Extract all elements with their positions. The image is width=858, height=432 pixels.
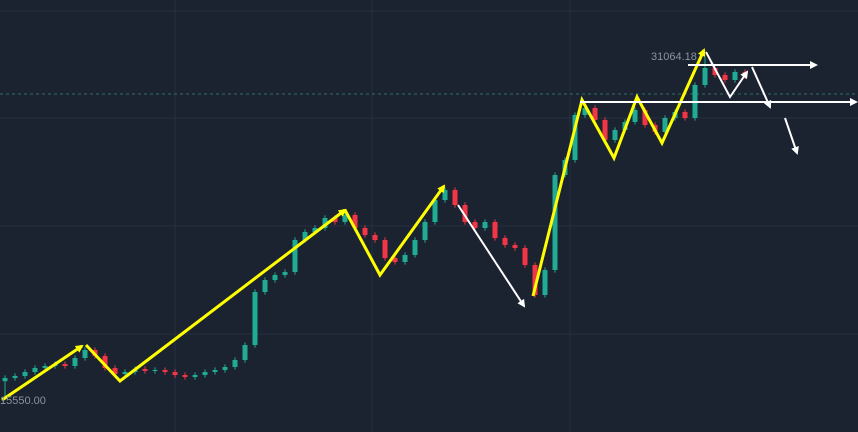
candle-body [552, 174, 558, 271]
candle-body [272, 274, 278, 281]
candle-body [582, 108, 588, 115]
candle-body [612, 130, 618, 140]
trend-arrow [84, 208, 347, 384]
candle-body [572, 114, 578, 161]
candle-body [182, 375, 188, 378]
candle-body [732, 71, 738, 80]
candle-body [682, 112, 688, 118]
trend-arrow [457, 204, 526, 308]
candle-body [512, 244, 518, 249]
candle-body [232, 360, 238, 367]
candle-body [532, 265, 538, 296]
candle-body [472, 222, 478, 228]
candle-body [592, 108, 598, 120]
candle-body [12, 375, 18, 379]
candle-body [2, 378, 8, 382]
candle-body [282, 271, 288, 275]
candle-body [312, 227, 318, 232]
candle-body [642, 109, 648, 126]
candle-body [152, 370, 158, 372]
candle-body [202, 371, 208, 376]
candle-body [242, 345, 248, 361]
candle-body [372, 235, 378, 240]
candle-body [32, 368, 38, 372]
candle-body [462, 205, 468, 223]
candle-body [362, 227, 368, 236]
candle-body [452, 190, 458, 206]
candle-body [722, 74, 728, 80]
candle-body [332, 218, 338, 223]
candle-body [212, 370, 218, 372]
candle-body [352, 214, 358, 228]
candle-body [262, 280, 268, 293]
annotations [1, 48, 858, 402]
candle-body [602, 119, 608, 140]
candle-body [162, 370, 168, 372]
candle-body [172, 371, 178, 376]
low-label: 15550.00 [0, 395, 46, 407]
candle-body [382, 240, 388, 258]
candle-body [542, 270, 548, 296]
candle-body [122, 371, 128, 375]
candle-body [342, 214, 348, 223]
candle-body [432, 200, 438, 223]
candle-body [192, 375, 198, 378]
high-label: 31064.18 [651, 51, 697, 63]
candle-body [712, 68, 718, 75]
candle-body [102, 356, 108, 369]
candle-body [292, 240, 298, 272]
trend-arrow [531, 48, 706, 297]
candle-body [402, 255, 408, 262]
candle-body [442, 190, 448, 201]
candle-body [392, 257, 398, 262]
trend-arrow [1, 344, 84, 402]
candle-body [322, 218, 328, 228]
candle-body [632, 109, 638, 123]
candle-body [502, 238, 508, 245]
candle-body [42, 366, 48, 369]
trend-arrow [705, 51, 749, 99]
candle-body [662, 117, 668, 132]
candle-body [22, 371, 28, 376]
candle-body [82, 349, 88, 358]
candle-body [252, 292, 258, 346]
candle-body [492, 222, 498, 239]
candle-body [302, 231, 308, 240]
candle-body [62, 364, 68, 367]
candle-body [72, 357, 78, 367]
candle-body [702, 68, 708, 85]
candles [2, 56, 748, 401]
candle-body [482, 222, 488, 228]
candle-body [412, 240, 418, 256]
candle-body [422, 222, 428, 240]
candle-body [142, 369, 148, 371]
candle-body [112, 368, 118, 375]
candle-body [522, 248, 528, 266]
trend-arrow [784, 117, 799, 155]
trend-arrow [751, 66, 772, 109]
candle-body [222, 366, 228, 371]
trend-arrow [343, 184, 446, 278]
